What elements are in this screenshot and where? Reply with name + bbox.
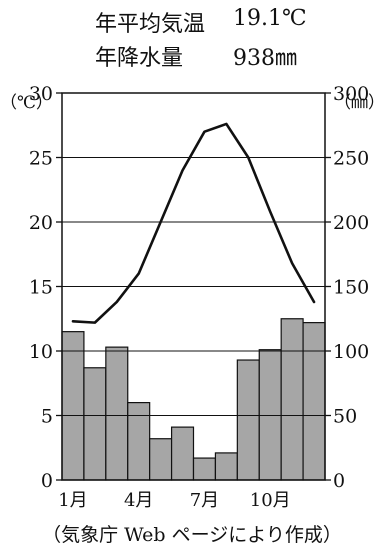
y-right-tick-label: 300 bbox=[333, 83, 369, 105]
y-right-tick-label: 0 bbox=[333, 470, 345, 492]
y-right-unit-label: （㎜） bbox=[334, 93, 385, 113]
temperature-value: 19.1℃ bbox=[233, 6, 307, 31]
y-left-unit-label: （℃） bbox=[0, 93, 53, 113]
y-left-tick-label: 20 bbox=[29, 212, 53, 234]
precipitation-bar bbox=[192, 457, 217, 481]
precipitation-bar bbox=[61, 331, 85, 481]
y-right-tick-label: 100 bbox=[333, 341, 369, 363]
y-right-tick-label: 150 bbox=[333, 277, 369, 299]
precipitation-bar bbox=[170, 426, 195, 481]
x-tick-label: 7月 bbox=[190, 490, 219, 511]
y-right-tick-label: 50 bbox=[333, 406, 357, 428]
y-left-tick-label: 30 bbox=[29, 83, 53, 105]
precipitation-bar bbox=[302, 322, 326, 481]
annual-precipitation: 年降水量 938㎜ bbox=[95, 40, 297, 72]
precipitation-bar bbox=[236, 359, 260, 481]
x-tick-label: 10月 bbox=[250, 490, 291, 511]
x-tick-label: 4月 bbox=[124, 490, 153, 511]
y-left-tick-label: 10 bbox=[29, 341, 53, 363]
precipitation-bar bbox=[127, 402, 151, 481]
precipitation-value: 938㎜ bbox=[233, 46, 297, 71]
precipitation-bar bbox=[83, 367, 107, 481]
precipitation-bar bbox=[214, 452, 238, 481]
precipitation-bar bbox=[280, 318, 304, 481]
y-left-tick-label: 0 bbox=[41, 470, 53, 492]
precipitation-bar bbox=[149, 438, 173, 481]
y-left-tick-label: 25 bbox=[29, 148, 53, 170]
temperature-label: 年平均気温 bbox=[95, 12, 206, 37]
x-tick-label: 1月 bbox=[58, 490, 87, 511]
temperature-line bbox=[71, 122, 316, 324]
source-note: （気象庁 Web ページにより作成） bbox=[42, 524, 342, 546]
precipitation-bar bbox=[105, 346, 129, 481]
y-left-tick-label: 15 bbox=[29, 277, 53, 299]
precipitation-label: 年降水量 bbox=[95, 46, 184, 71]
annual-mean-temperature: 年平均気温 19.1℃ bbox=[95, 6, 307, 38]
y-right-tick-label: 250 bbox=[333, 148, 369, 170]
y-right-tick-label: 200 bbox=[333, 212, 369, 234]
y-left-tick-label: 5 bbox=[41, 406, 53, 428]
precipitation-bar bbox=[258, 349, 282, 481]
